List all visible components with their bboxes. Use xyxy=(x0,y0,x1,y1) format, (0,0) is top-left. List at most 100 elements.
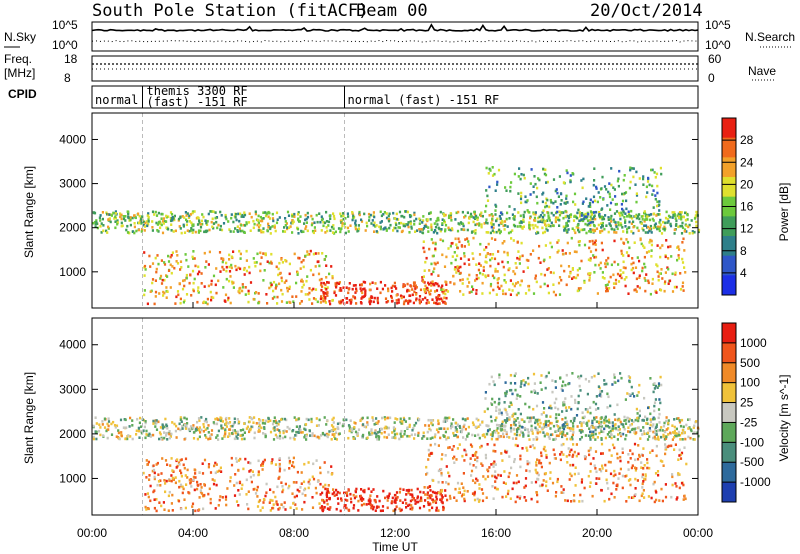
scatter-cell xyxy=(424,296,427,300)
scatter-cell xyxy=(179,458,182,462)
scatter-cell xyxy=(472,464,475,467)
scatter-cell xyxy=(562,380,565,384)
scatter-cell xyxy=(622,230,625,233)
scatter-cell xyxy=(266,229,269,232)
scatter-cell xyxy=(496,281,499,285)
scatter-cell xyxy=(435,299,438,302)
scatter-cell xyxy=(243,431,246,434)
scatter-cell xyxy=(589,448,592,452)
scatter-cell xyxy=(572,428,575,431)
scatter-cell xyxy=(562,442,565,446)
scatter-cell xyxy=(336,422,340,426)
scatter-cell xyxy=(147,218,150,221)
scatter-cell xyxy=(495,423,499,427)
scatter-cell xyxy=(164,459,168,462)
scatter-cell xyxy=(526,428,530,431)
scatter-cell xyxy=(628,186,631,190)
scatter-cell xyxy=(541,226,544,230)
scatter-cell xyxy=(533,216,537,220)
scatter-cell xyxy=(144,436,147,440)
scatter-cell xyxy=(375,224,378,227)
scatter-cell xyxy=(605,286,608,290)
scatter-cell xyxy=(566,230,569,234)
scatter-cell xyxy=(187,265,190,268)
scatter-cell xyxy=(324,255,328,258)
scatter-cell xyxy=(225,421,228,424)
scatter-cell xyxy=(331,275,334,278)
freq-frame xyxy=(91,55,699,82)
scatter-cell xyxy=(471,230,474,233)
scatter-cell xyxy=(569,429,572,432)
scatter-cell xyxy=(346,212,349,215)
scatter-cell xyxy=(608,435,611,438)
scatter-cell xyxy=(280,503,283,506)
scatter-cell xyxy=(679,211,682,214)
scatter-cell xyxy=(508,405,511,408)
scatter-cell xyxy=(298,425,301,428)
scatter-cell xyxy=(128,425,131,428)
scatter-cell xyxy=(689,428,693,431)
scatter-cell xyxy=(433,222,436,225)
scatter-cell xyxy=(327,484,330,487)
scatter-cell xyxy=(249,427,252,431)
power-ylabel: Slant Range [km] xyxy=(22,166,36,258)
scatter-cell xyxy=(317,252,320,255)
nsky-frame xyxy=(91,21,699,52)
scatter-cell xyxy=(617,280,621,283)
scatter-cell xyxy=(583,243,587,247)
scatter-cell xyxy=(628,417,631,421)
scatter-cell xyxy=(369,213,372,217)
scatter-cell xyxy=(200,486,203,489)
scatter-cell xyxy=(479,423,482,427)
scatter-cell xyxy=(587,258,590,262)
scatter-cell xyxy=(409,215,412,219)
scatter-cell xyxy=(307,486,310,490)
scatter-cell xyxy=(643,464,646,467)
scatter-cell xyxy=(589,219,592,222)
scatter-cell xyxy=(608,192,611,196)
scatter-cell xyxy=(169,255,172,259)
scatter-cell xyxy=(220,424,223,427)
colorbar-swatch xyxy=(722,462,736,483)
scatter-cell xyxy=(683,494,686,498)
scatter-cell xyxy=(501,241,504,245)
scatter-cell xyxy=(243,231,246,234)
scatter-cell xyxy=(602,198,605,201)
scatter-cell xyxy=(271,422,275,426)
scatter-cell xyxy=(287,486,290,490)
scatter-cell xyxy=(248,271,251,275)
scatter-cell xyxy=(534,182,537,186)
scatter-cell xyxy=(605,469,608,472)
scatter-cell xyxy=(495,476,498,480)
scatter-cell xyxy=(106,436,109,440)
scatter-cell xyxy=(533,389,536,392)
scatter-cell xyxy=(509,401,513,405)
scatter-cell xyxy=(665,210,668,214)
scatter-cell xyxy=(372,419,375,422)
scatter-cell xyxy=(660,435,663,439)
scatter-cell xyxy=(281,261,284,264)
scatter-cell xyxy=(577,226,580,230)
scatter-cell xyxy=(283,468,286,472)
scatter-cell xyxy=(695,210,698,214)
scatter-cell xyxy=(478,483,481,486)
date-title: 20/Oct/2014 xyxy=(590,1,703,21)
scatter-cell xyxy=(319,466,322,469)
scatter-cell xyxy=(650,168,653,172)
scatter-cell xyxy=(395,299,398,302)
scatter-cell xyxy=(404,299,407,302)
scatter-cell xyxy=(387,289,390,293)
scatter-cell xyxy=(220,257,223,260)
scatter-cell xyxy=(529,182,532,185)
scatter-cell xyxy=(681,226,685,230)
scatter-cell xyxy=(284,482,287,486)
scatter-cell xyxy=(502,265,505,269)
scatter-cell xyxy=(549,404,552,408)
scatter-cell xyxy=(537,220,540,224)
scatter-cell xyxy=(163,508,166,511)
scatter-cell xyxy=(262,227,265,230)
scatter-cell xyxy=(495,429,498,432)
scatter-cell xyxy=(443,214,446,218)
scatter-cell xyxy=(192,289,195,293)
scatter-cell xyxy=(565,197,568,200)
